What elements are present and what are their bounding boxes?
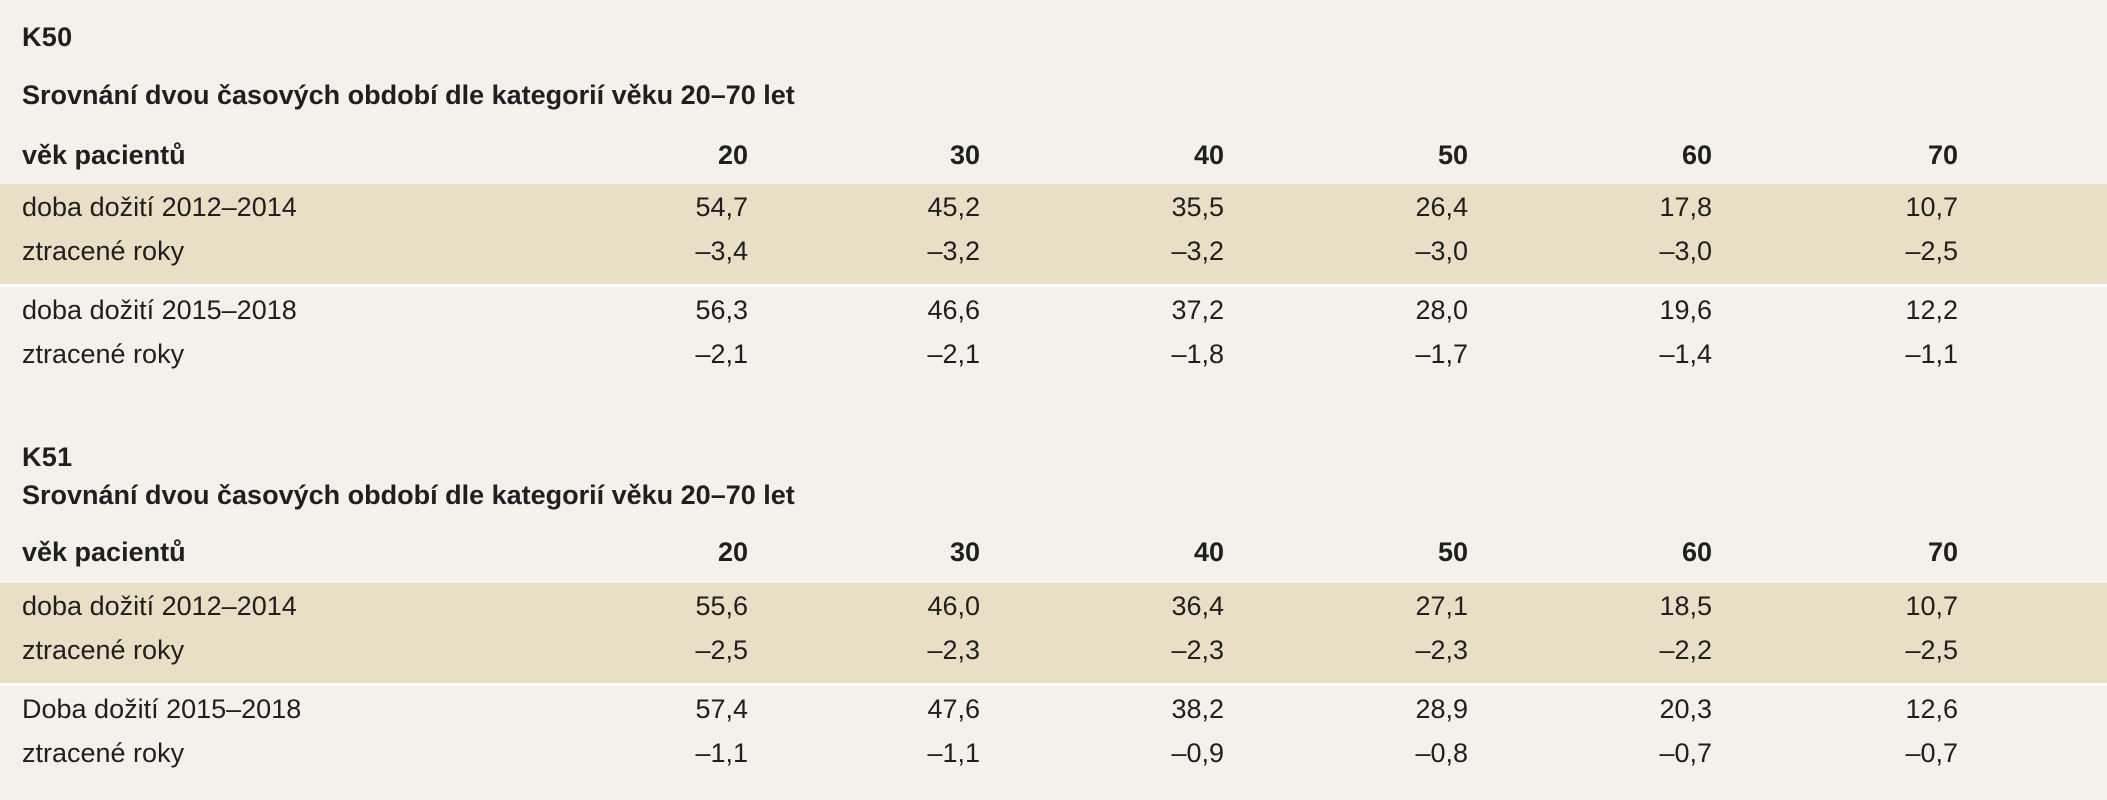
table-cell: –1,8 [1171,339,1224,369]
table-cell: –3,4 [695,236,748,266]
section-code: K50 [22,22,73,52]
table-cell: 12,2 [1905,295,1958,325]
table-cell: 45,2 [927,192,980,222]
row-label: ztracené roky [22,339,185,369]
row-label: ztracené roky [22,236,185,266]
table-row: ztracené roky –2,5 –2,3 –2,3 –2,3 –2,2 –… [0,635,2107,675]
table-cell: –1,7 [1415,339,1468,369]
table-cell: 38,2 [1171,694,1224,724]
table-cell: –2,1 [927,339,980,369]
table-row-group: Doba dožití 2015–2018 57,4 47,6 38,2 28,… [0,686,2107,786]
age-header: 40 [1193,140,1224,170]
table-cell: –3,0 [1659,236,1712,266]
section-code: K51 [22,442,73,472]
table-cell: –2,5 [1905,236,1958,266]
table-cell: 47,6 [927,694,980,724]
age-header: 70 [1927,537,1958,567]
table-row: Doba dožití 2015–2018 57,4 47,6 38,2 28,… [0,694,2107,734]
table-cell: –3,2 [927,236,980,266]
table-row: doba dožití 2012–2014 55,6 46,0 36,4 27,… [0,591,2107,631]
table-cell: –0,9 [1171,738,1224,768]
table-cell: 17,8 [1659,192,1712,222]
table-cell: 20,3 [1659,694,1712,724]
table-cell: –2,3 [927,635,980,665]
table-cell: –1,1 [927,738,980,768]
table-cell: 18,5 [1659,591,1712,621]
table-cell: –2,1 [695,339,748,369]
table-cell: 46,6 [927,295,980,325]
table-cell: 46,0 [927,591,980,621]
table-cell: –3,2 [1171,236,1224,266]
age-header: 50 [1437,140,1468,170]
table-cell: –0,7 [1905,738,1958,768]
table-cell: 56,3 [695,295,748,325]
table-cell: 19,6 [1659,295,1712,325]
table-cell: 37,2 [1171,295,1224,325]
age-header: 40 [1193,537,1224,567]
table-cell: –1,4 [1659,339,1712,369]
table-row: doba dožití 2015–2018 56,3 46,6 37,2 28,… [0,295,2107,335]
table-cell: –3,0 [1415,236,1468,266]
table-cell: 10,7 [1905,591,1958,621]
age-header: 60 [1681,537,1712,567]
table-cell: –2,5 [1905,635,1958,665]
table-row-group: doba dožití 2012–2014 55,6 46,0 36,4 27,… [0,583,2107,683]
table-row: ztracené roky –1,1 –1,1 –0,9 –0,8 –0,7 –… [0,738,2107,778]
header-label: věk pacientů [22,537,186,567]
table-cell: –2,3 [1415,635,1468,665]
age-header: 70 [1927,140,1958,170]
table-row: ztracené roky –3,4 –3,2 –3,2 –3,0 –3,0 –… [0,236,2107,276]
table-cell: –2,3 [1171,635,1224,665]
table-row: ztracené roky –2,1 –2,1 –1,8 –1,7 –1,4 –… [0,339,2107,379]
table-cell: 10,7 [1905,192,1958,222]
table-row-group: doba dožití 2012–2014 54,7 45,2 35,5 26,… [0,184,2107,284]
table-cell: –1,1 [1905,339,1958,369]
table-cell: 36,4 [1171,591,1224,621]
row-label: doba dožití 2015–2018 [22,295,297,325]
table-cell: 55,6 [695,591,748,621]
row-label: Doba dožití 2015–2018 [22,694,302,724]
row-label: ztracené roky [22,635,185,665]
row-label: doba dožití 2012–2014 [22,591,297,621]
age-header: 50 [1437,537,1468,567]
table-cell: –0,7 [1659,738,1712,768]
table-cell: 12,6 [1905,694,1958,724]
table-cell: –1,1 [695,738,748,768]
table-cell: 28,9 [1415,694,1468,724]
section-title: Srovnání dvou časových období dle katego… [22,80,795,110]
row-label: doba dožití 2012–2014 [22,192,297,222]
age-header: 20 [717,140,748,170]
table-cell: 35,5 [1171,192,1224,222]
age-header: 30 [949,140,980,170]
table-cell: –2,5 [695,635,748,665]
table-cell: 26,4 [1415,192,1468,222]
table-cell: 28,0 [1415,295,1468,325]
age-header: 60 [1681,140,1712,170]
header-label: věk pacientů [22,140,186,170]
table-row: doba dožití 2012–2014 54,7 45,2 35,5 26,… [0,192,2107,232]
age-header: 20 [717,537,748,567]
table-cell: –0,8 [1415,738,1468,768]
row-divider [0,284,2107,287]
row-label: ztracené roky [22,738,185,768]
table-cell: 57,4 [695,694,748,724]
table-cell: –2,2 [1659,635,1712,665]
age-header: 30 [949,537,980,567]
section-title: Srovnání dvou časových období dle katego… [22,480,795,510]
table-cell: 54,7 [695,192,748,222]
table-row-group: doba dožití 2015–2018 56,3 46,6 37,2 28,… [0,287,2107,387]
row-divider [0,683,2107,686]
header-row: věk pacientů 20 30 40 50 60 70 [0,128,2107,182]
table-cell: 27,1 [1415,591,1468,621]
header-row: věk pacientů 20 30 40 50 60 70 [0,525,2107,579]
